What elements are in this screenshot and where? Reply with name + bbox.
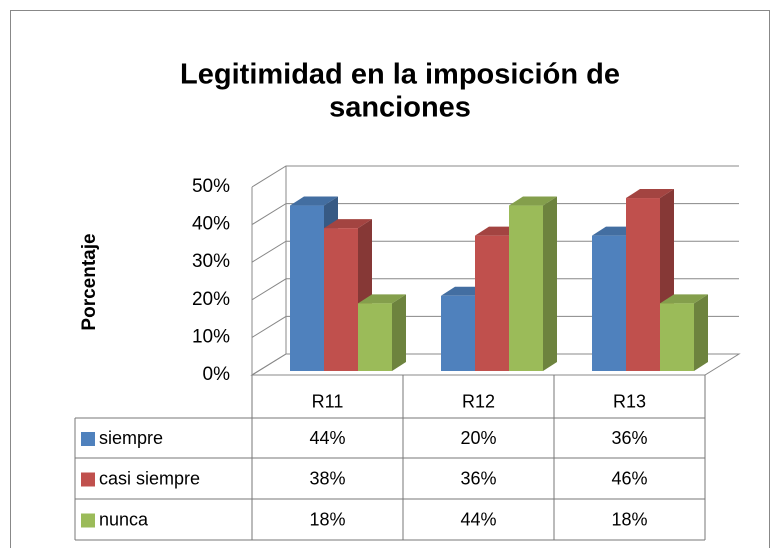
bar-front xyxy=(592,235,626,371)
value-label: 20% xyxy=(460,428,496,448)
category-label: R11 xyxy=(312,391,344,411)
value-label: 18% xyxy=(309,509,345,529)
bar-top xyxy=(358,294,406,304)
bar-side xyxy=(543,196,557,371)
legend-label: nunca xyxy=(99,509,149,529)
bar xyxy=(626,189,674,371)
bar-front xyxy=(475,235,509,371)
value-label: 18% xyxy=(611,509,647,529)
bar-top xyxy=(324,219,372,229)
bar-front xyxy=(660,303,694,371)
legend-swatch xyxy=(81,472,95,487)
y-tick-label: 30% xyxy=(192,251,230,272)
value-label: 36% xyxy=(460,468,496,488)
bar-front xyxy=(509,205,543,371)
value-label: 44% xyxy=(309,428,345,448)
chart-title: Legitimidad en la imposición de xyxy=(180,59,620,91)
y-axis-label: Porcentaje xyxy=(79,233,100,330)
category-label: R13 xyxy=(613,391,646,411)
y-tick-label: 50% xyxy=(192,176,230,197)
bar-side xyxy=(694,294,708,371)
value-label: 46% xyxy=(611,468,647,488)
y-tick-label: 20% xyxy=(192,289,230,310)
bar-top xyxy=(660,294,708,304)
y-tick-label: 40% xyxy=(192,214,230,235)
legend-label: casi siempre xyxy=(99,468,200,488)
bar-front xyxy=(441,295,475,371)
bar-front xyxy=(358,303,392,371)
legend-swatch xyxy=(81,432,95,446)
bar xyxy=(358,294,406,371)
bar-front xyxy=(626,198,660,371)
legend-swatch xyxy=(81,513,95,528)
category-label: R12 xyxy=(462,391,495,411)
y-tick-label: 10% xyxy=(192,326,230,347)
y-tick-label: 0% xyxy=(203,364,231,385)
value-label: 38% xyxy=(309,468,345,488)
value-label: 44% xyxy=(460,509,496,529)
value-label: 36% xyxy=(611,428,647,448)
bar-front xyxy=(290,205,324,371)
legend-label: siempre xyxy=(99,428,163,448)
chart-title: sanciones xyxy=(329,92,471,124)
bar-side xyxy=(392,294,406,371)
bar xyxy=(509,196,557,371)
bar-front xyxy=(324,228,358,371)
bar xyxy=(660,294,708,371)
bar-top xyxy=(290,196,338,206)
bar-top xyxy=(509,196,557,206)
bar-top xyxy=(626,189,674,199)
